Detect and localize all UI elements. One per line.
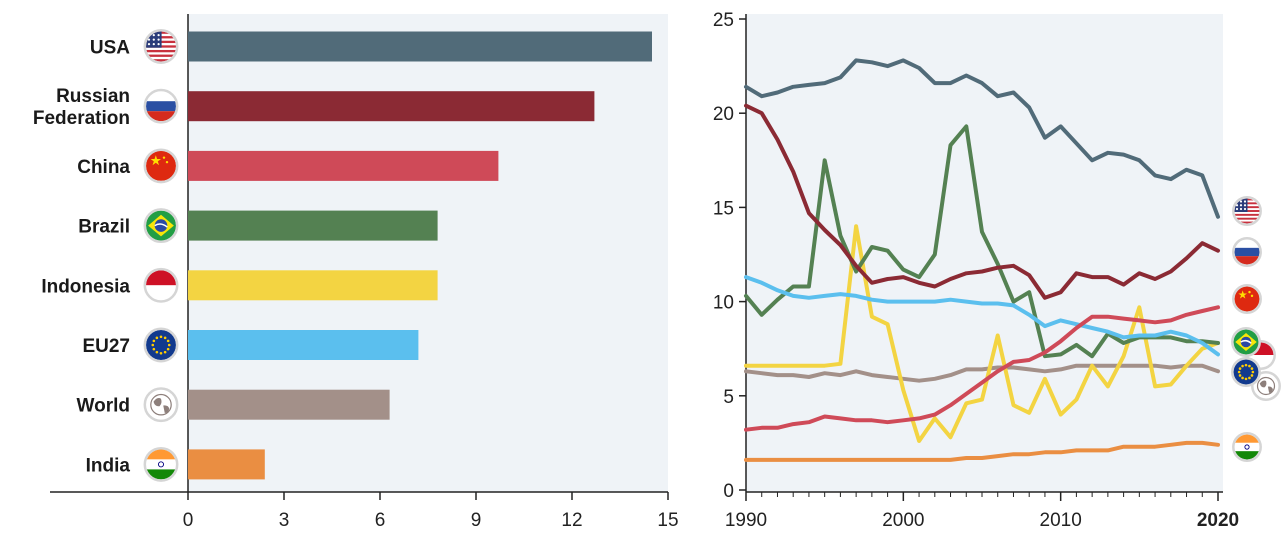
globe-icon [1251,371,1281,401]
x-tick-label: 2020 [1197,510,1239,531]
y-tick-label: 15 [713,198,734,219]
x-tick-label: 2000 [882,510,924,531]
bar-india [188,449,265,480]
plot-area [746,14,1223,492]
category-label: India [86,455,131,476]
y-tick-label: 0 [723,481,734,502]
x-tick-label: 12 [561,510,582,531]
series-line-globe [744,363,1220,383]
series-line-eu-flag [744,275,1220,357]
bar-brazil [188,210,438,241]
bar-russian-federation [188,91,595,122]
x-tick-label: 3 [279,510,290,531]
eu-flag-icon [143,327,179,363]
x-tick-label: 6 [375,510,386,531]
russia-flag-icon [143,88,179,124]
y-tick-label: 25 [713,10,734,31]
bar-world [188,389,390,420]
indonesia-flag-icon [143,267,179,303]
bar-indonesia [188,270,438,301]
series-line-us-flag [744,58,1220,219]
x-tick-label: 9 [471,510,482,531]
series-line-indonesia-flag [744,224,1220,443]
category-label: China [77,157,130,178]
bar-eu27 [188,330,419,360]
svg-text:★: ★ [1238,288,1248,301]
category-label: USA [90,38,130,59]
category-label: Indonesia [41,276,130,297]
x-tick-label: 0 [183,510,194,531]
series-line-russia-flag [744,103,1220,300]
y-tick-label: 10 [713,293,734,314]
line-chart: 0 5 10 15 20 25 1990 2000 2010 2020 ★ [713,10,1281,531]
eu-flag-icon [1231,357,1261,387]
globe-icon [143,387,179,423]
series-line-china-flag [744,305,1220,432]
category-label: Brazil [78,217,130,238]
y-tick-label: 20 [713,104,734,125]
us-flag-icon [143,29,179,64]
russia-flag-icon [1232,237,1262,267]
category-label: World [77,396,130,417]
svg-text:★: ★ [150,153,162,169]
series-line-india-flag [744,440,1220,462]
x-tick-label: 15 [657,510,678,531]
china-flag-icon: ★ [143,148,179,184]
category-label: EU27 [82,336,130,357]
brazil-flag-icon [1231,327,1261,357]
category-label: Russian Federation [33,86,130,129]
x-tick-label: 2010 [1040,510,1082,531]
bar-china [188,150,499,181]
india-flag-icon [143,446,179,482]
plot-area [188,14,668,492]
bar-usa [188,31,652,62]
x-tick-label: 1990 [725,510,767,531]
india-flag-icon [1232,432,1262,462]
bar-chart: USA Russian Federation ★ China Brazil Indonesi… [33,14,679,531]
y-tick-label: 5 [723,387,734,408]
china-flag-icon: ★ [1232,284,1262,314]
brazil-flag-icon [143,208,179,244]
us-flag-icon [1232,196,1262,226]
